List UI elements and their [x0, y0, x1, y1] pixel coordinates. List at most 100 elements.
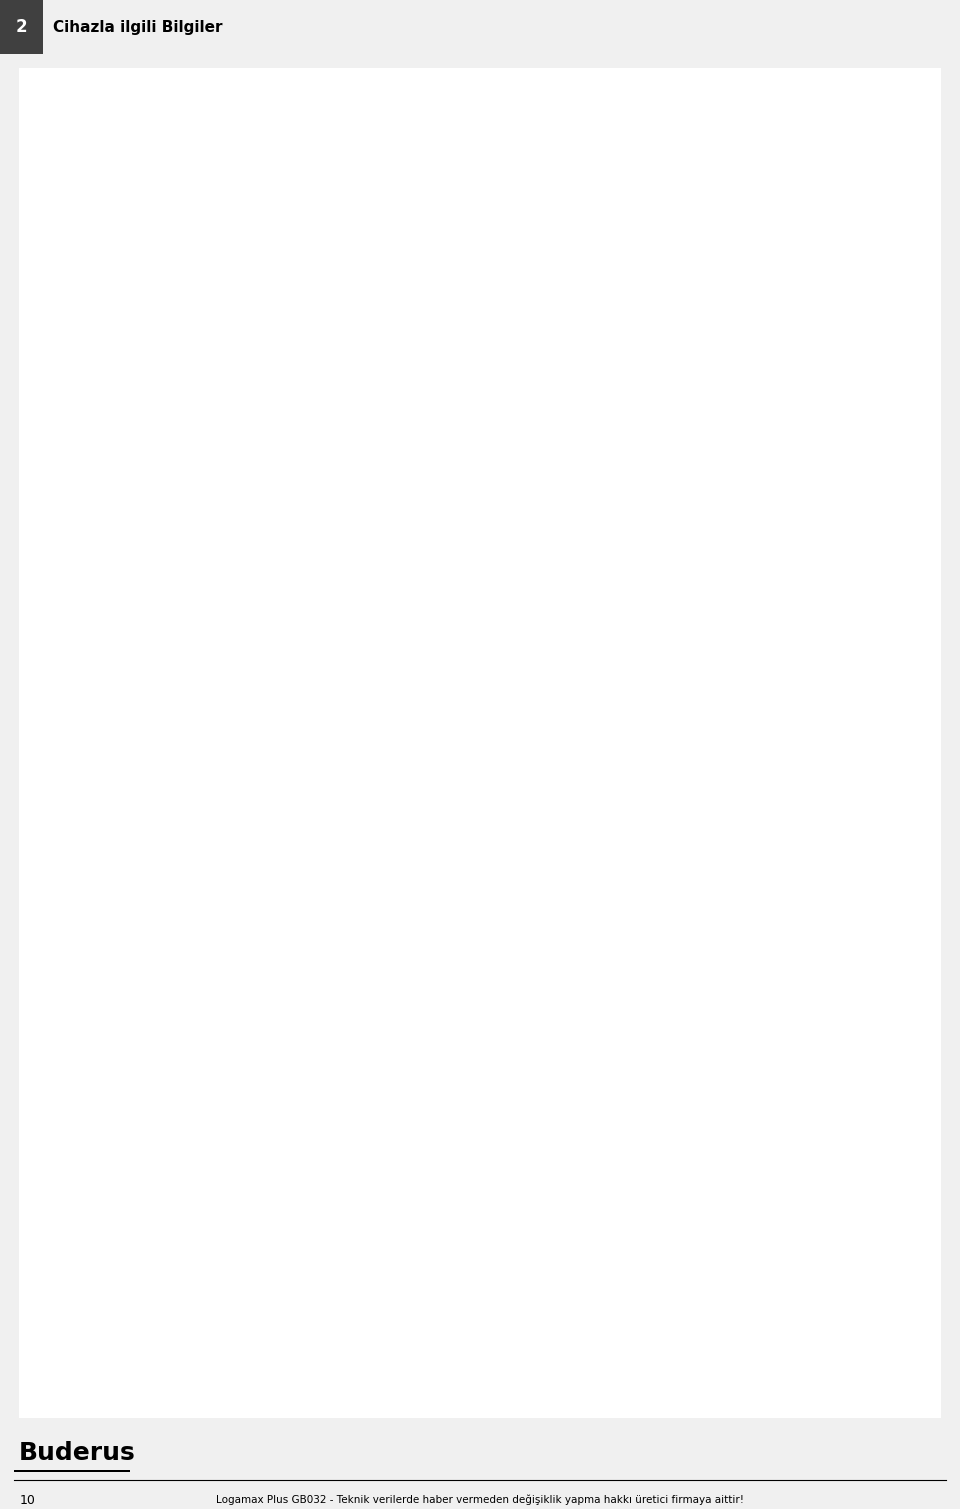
Ellipse shape	[109, 158, 150, 181]
Text: M: M	[390, 177, 401, 190]
Text: 4.1: 4.1	[38, 878, 60, 892]
Text: 310: 310	[480, 988, 504, 1002]
Ellipse shape	[633, 370, 658, 391]
Ellipse shape	[622, 518, 662, 539]
Text: 153: 153	[38, 1290, 62, 1304]
Text: 84: 84	[38, 1182, 55, 1194]
Text: 313: 313	[480, 1043, 504, 1056]
Ellipse shape	[620, 592, 653, 614]
Ellipse shape	[36, 343, 76, 364]
Text: Topraklama hattı bağlantısı: Topraklama hattı bağlantısı	[542, 961, 712, 973]
Text: 302: 302	[480, 961, 504, 973]
Text: 18: 18	[373, 164, 387, 175]
Ellipse shape	[233, 329, 274, 352]
Text: 313: 313	[336, 340, 355, 350]
Circle shape	[608, 484, 627, 506]
Text: 302: 302	[120, 164, 139, 175]
Text: 161: 161	[38, 1319, 62, 1331]
Text: 300: 300	[480, 933, 504, 946]
Text: 36: 36	[38, 1071, 54, 1083]
Text: Sigorta T 0,5 A, DC 5 V: Sigorta T 0,5 A, DC 5 V	[542, 1043, 686, 1056]
Text: 33: 33	[38, 1043, 54, 1056]
Ellipse shape	[583, 158, 623, 181]
Text: Sigorta T 2,5 A, AC 230 V: Sigorta T 2,5 A, AC 230 V	[101, 1263, 259, 1277]
Text: Debi ölçer (Türbin): Debi ölçer (Türbin)	[542, 1153, 659, 1166]
Text: Gidiş suyu devresinde sıcaklık sensörü: Gidiş suyu devresinde sıcaklık sensörü	[101, 1071, 343, 1083]
Bar	[612, 327, 630, 341]
Text: 52: 52	[642, 326, 656, 337]
Bar	[203, 247, 209, 260]
Text: TF: TF	[605, 1071, 622, 1083]
Circle shape	[608, 521, 627, 540]
Bar	[211, 247, 218, 260]
Ellipse shape	[633, 320, 665, 343]
Text: Manyetik ventil 2: Manyetik ventil 2	[101, 1126, 208, 1139]
Bar	[177, 247, 183, 260]
Text: Köprü: Köprü	[101, 1319, 137, 1331]
Text: Fark basınç şalteri: Fark basınç şalteri	[542, 905, 656, 919]
Ellipse shape	[622, 484, 662, 506]
Text: Köprü: Köprü	[542, 1126, 578, 1139]
Ellipse shape	[78, 267, 110, 290]
Text: LR Ls  N   L: LR Ls N L	[171, 261, 209, 267]
Bar	[67, 346, 79, 358]
Bar	[612, 427, 630, 441]
Bar	[612, 359, 630, 373]
Text: 450: 450	[480, 1182, 504, 1194]
Text: Diyagnoz arabirimi: Diyagnoz arabirimi	[542, 1263, 660, 1277]
Text: 6.3: 6.3	[630, 558, 647, 567]
Text: 135: 135	[46, 349, 65, 358]
Circle shape	[292, 128, 323, 161]
Bar	[612, 299, 630, 312]
Text: 136: 136	[112, 229, 132, 240]
Text: 226: 226	[480, 878, 504, 892]
Bar	[168, 247, 175, 260]
Text: Res. 6: Res. 6	[38, 845, 77, 859]
Text: 413: 413	[480, 1153, 504, 1166]
Text: Sıcak kullanım suyu sensörü: Sıcak kullanım suyu sensörü	[101, 933, 278, 946]
Text: Sigorta T 1,6 A, DC 24 V: Sigorta T 1,6 A, DC 24 V	[542, 1016, 694, 1029]
Text: Sıcak kullanım suyu termostatı: Sıcak kullanım suyu termostatı	[542, 988, 735, 1002]
Ellipse shape	[140, 205, 180, 226]
Text: 228: 228	[631, 413, 650, 423]
Bar	[194, 247, 201, 260]
Ellipse shape	[434, 225, 474, 247]
Text: 36: 36	[630, 598, 643, 608]
Text: 52.1: 52.1	[639, 300, 662, 311]
Text: Kod anahtarı: Kod anahtarı	[542, 933, 622, 946]
Text: Basınç sensörü: Basınç sensörü	[542, 1236, 636, 1249]
Text: Ateşleme trafosu: Ateşleme trafosu	[101, 878, 207, 892]
Text: 9V/25 V: 9V/25 V	[206, 288, 246, 297]
Text: 228: 228	[480, 905, 504, 919]
Text: 56: 56	[38, 1153, 55, 1166]
Text: 314: 314	[390, 410, 409, 420]
Text: 328.1: 328.1	[480, 1126, 519, 1139]
Text: Buderus: Buderus	[19, 1441, 136, 1465]
Bar	[43, 288, 96, 368]
Text: 9: 9	[642, 376, 648, 385]
Text: 452: 452	[633, 490, 652, 499]
Text: 4.1: 4.1	[68, 229, 85, 240]
Text: 230 V: 230 V	[163, 288, 187, 297]
Text: Bağlantı klemensi AC 230 V: Bağlantı klemensi AC 230 V	[542, 1099, 716, 1111]
Bar	[154, 273, 269, 353]
Ellipse shape	[633, 347, 658, 370]
Text: 52.1: 52.1	[38, 1126, 69, 1139]
Ellipse shape	[375, 260, 416, 281]
Text: 56: 56	[630, 244, 643, 255]
Text: Kontrol elektrodu: Kontrol elektrodu	[101, 1016, 208, 1029]
Text: 312: 312	[480, 1016, 504, 1029]
Bar	[612, 269, 630, 284]
Ellipse shape	[620, 238, 653, 261]
Text: 463: 463	[183, 401, 203, 410]
Ellipse shape	[292, 158, 332, 181]
Text: 9: 9	[38, 961, 46, 973]
Ellipse shape	[376, 438, 417, 459]
Text: 2.11  Elektrik Devre Şeması: 2.11 Elektrik Devre Şeması	[38, 98, 364, 118]
Text: Manyetik ventil 1: Manyetik ventil 1	[101, 1099, 208, 1111]
Text: kalorifer termostatı bağlantısı: kalorifer termostatı bağlantısı	[622, 1071, 812, 1083]
Ellipse shape	[379, 404, 420, 426]
Ellipse shape	[325, 333, 366, 356]
Bar	[185, 247, 192, 260]
Bar	[612, 394, 630, 407]
